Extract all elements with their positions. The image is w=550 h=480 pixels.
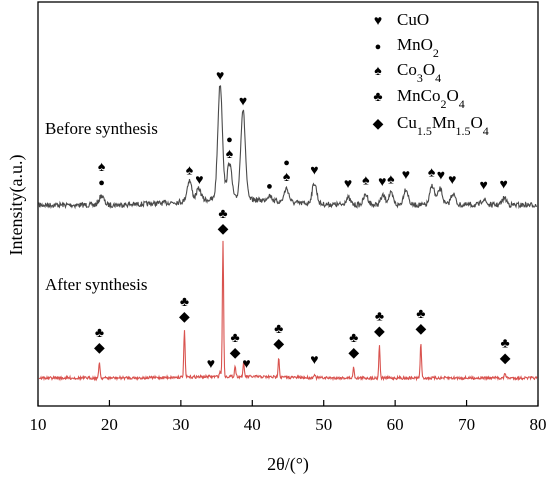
dot-icon: ● xyxy=(226,134,233,146)
club-icon: ♣ xyxy=(349,331,358,346)
series-label-after-synthesis: After synthesis xyxy=(45,275,147,294)
spade-icon: ♠ xyxy=(226,147,234,162)
diamond-icon: ◆ xyxy=(218,222,229,237)
club-icon: ♣ xyxy=(218,207,227,222)
y-axis-title: Intensity(a.u.) xyxy=(6,155,27,256)
club-icon: ♣ xyxy=(180,295,189,310)
heart-icon: ♥ xyxy=(239,94,247,109)
heart-icon: ♥ xyxy=(344,177,352,192)
spade-icon: ♠ xyxy=(98,160,106,175)
club-icon: ♣ xyxy=(375,310,384,325)
heart-icon: ♥ xyxy=(310,163,318,178)
diamond-icon: ◆ xyxy=(273,337,284,352)
x-tick-label: 30 xyxy=(172,415,189,434)
spade-icon: ♠ xyxy=(387,172,395,187)
spade-icon: ♠ xyxy=(283,170,291,185)
x-axis-title: 2θ/(°) xyxy=(267,454,309,475)
x-tick-label: 80 xyxy=(530,415,547,434)
heart-icon: ♥ xyxy=(374,14,382,29)
series-line-after-synthesis xyxy=(38,240,538,382)
legend-label-co3o4: Co3O4 xyxy=(397,60,441,85)
diamond-icon: ◆ xyxy=(500,352,511,367)
club-icon: ♣ xyxy=(95,326,104,341)
legend-item-mno2: ● MnO2 xyxy=(375,35,439,60)
diamond-icon: ◆ xyxy=(374,325,385,340)
heart-icon: ♥ xyxy=(207,357,215,372)
series-label-before-synthesis: Before synthesis xyxy=(45,119,158,138)
dot-icon: ● xyxy=(266,180,273,192)
heart-icon: ♥ xyxy=(195,173,203,188)
club-icon: ♣ xyxy=(274,322,283,337)
heart-icon: ♥ xyxy=(378,175,386,190)
dot-icon: ● xyxy=(283,157,290,169)
plot-frame xyxy=(37,1,539,407)
x-tick-label: 10 xyxy=(30,415,47,434)
heart-icon: ♥ xyxy=(310,353,318,368)
heart-icon: ♥ xyxy=(437,169,445,184)
legend-label-mno2: MnO2 xyxy=(397,35,439,60)
club-icon: ♣ xyxy=(231,331,240,346)
heart-icon: ♥ xyxy=(402,168,410,183)
diamond-icon: ◆ xyxy=(179,310,190,325)
heart-icon: ♥ xyxy=(242,357,250,372)
diamond-icon: ◆ xyxy=(415,322,426,337)
heart-icon: ♥ xyxy=(480,178,488,193)
x-tick-label: 70 xyxy=(458,415,475,434)
legend-label-mnco2o4: MnCo2O4 xyxy=(397,86,465,111)
diamond-icon: ◆ xyxy=(94,341,105,356)
heart-icon: ♥ xyxy=(216,69,224,84)
diamond-icon: ◆ xyxy=(230,346,241,361)
heart-icon: ♥ xyxy=(448,173,456,188)
spade-icon: ♠ xyxy=(186,163,194,178)
series-line-before-synthesis xyxy=(38,85,538,210)
legend-label-cuo: CuO xyxy=(397,10,429,29)
diamond-icon: ◆ xyxy=(348,346,359,361)
legend: ♥ CuO ● MnO2 ♠ Co3O4 ♣ MnCo2O4 ◆ Cu1.5Mn… xyxy=(373,10,489,138)
spade-icon: ♠ xyxy=(428,165,436,180)
x-axis-ticks: 10 20 30 40 50 60 70 80 xyxy=(30,400,547,434)
diamond-icon: ◆ xyxy=(373,117,384,132)
club-icon: ♣ xyxy=(501,337,510,352)
spade-icon: ♠ xyxy=(374,64,382,79)
legend-item-co3o4: ♠ Co3O4 xyxy=(374,60,441,85)
peak-markers: ●♠ ♠♥♥♠●♥●♠●♥♥ ♠ ♥ ♠ ♥ ♠ ♥ ♥ ♥ ♥◆♣◆♣♥◆♣◆♣♥◆♣♥ ◆♣ ◆♣◆… xyxy=(94,69,511,372)
legend-label-cumno4: Cu1.5Mn1.5O4 xyxy=(397,113,489,138)
heart-icon: ♥ xyxy=(500,177,508,192)
x-tick-label: 40 xyxy=(244,415,261,434)
x-tick-label: 60 xyxy=(387,415,404,434)
legend-item-cuo: ♥ CuO xyxy=(374,10,429,29)
club-icon: ♣ xyxy=(373,90,382,105)
dot-icon: ● xyxy=(375,41,382,53)
spade-icon: ♠ xyxy=(362,174,370,189)
legend-item-mnco2o4: ♣ MnCo2O4 xyxy=(373,86,464,111)
x-tick-label: 50 xyxy=(315,415,332,434)
legend-item-cumno4: ◆ Cu1.5Mn1.5O4 xyxy=(373,113,489,138)
x-tick-label: 20 xyxy=(101,415,118,434)
club-icon: ♣ xyxy=(416,307,425,322)
dot-icon: ● xyxy=(98,177,105,189)
